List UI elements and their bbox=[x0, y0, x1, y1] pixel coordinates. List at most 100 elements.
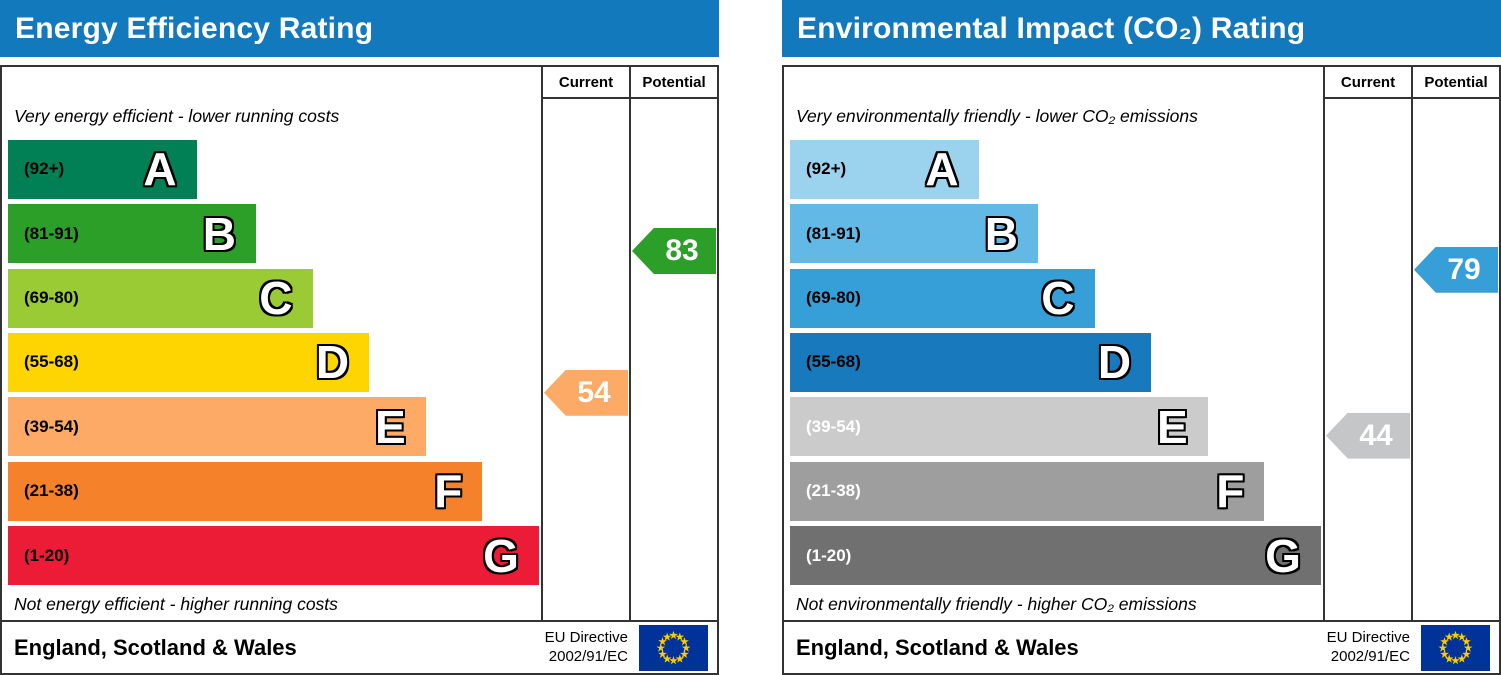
band-row-g: (1-20) G bbox=[784, 524, 1323, 588]
chart-table: Very environmentally friendly - lower CO… bbox=[782, 65, 1501, 675]
bands-column: Very environmentally friendly - lower CO… bbox=[784, 67, 1323, 620]
chart-title-text: Environmental Impact (CO₂) Rating bbox=[797, 11, 1306, 45]
band-letter: D bbox=[1097, 336, 1132, 389]
potential-arrow-zone: 79 bbox=[1413, 99, 1499, 620]
potential-value-arrow: 79 bbox=[1414, 246, 1498, 293]
band-bar-e: (39-54) E bbox=[8, 397, 426, 457]
band-range-label: (81-91) bbox=[806, 223, 861, 243]
band-bar-g: (1-20) G bbox=[790, 526, 1321, 586]
band-bar-c: (69-80) C bbox=[8, 268, 313, 328]
band-letter: D bbox=[315, 336, 350, 389]
footer-region: England, Scotland & Wales bbox=[14, 634, 297, 660]
bottom-note: Not environmentally friendly - higher CO… bbox=[796, 593, 1197, 614]
environmental-impact-chart: Environmental Impact (CO₂) Rating Very e… bbox=[782, 0, 1501, 675]
band-bar-d: (55-68) D bbox=[790, 332, 1152, 392]
current-column: Current 44 bbox=[1323, 67, 1411, 620]
chart-title-text: Energy Efficiency Rating bbox=[15, 11, 374, 45]
potential-column: Potential 79 bbox=[1411, 67, 1499, 620]
current-column-header: Current bbox=[1325, 67, 1411, 99]
top-note: Very energy efficient - lower running co… bbox=[14, 106, 340, 126]
band-letter: F bbox=[1216, 465, 1245, 518]
band-letter: C bbox=[259, 272, 293, 325]
band-range-label: (39-54) bbox=[806, 416, 861, 436]
current-arrow-zone: 54 bbox=[543, 99, 629, 620]
band-row-g: (1-20) G bbox=[2, 524, 541, 588]
band-row-b: (81-91) B bbox=[784, 201, 1323, 265]
energy-efficiency-chart: Energy Efficiency Rating Very energy eff… bbox=[0, 0, 719, 675]
chart-main-row: Very environmentally friendly - lower CO… bbox=[784, 67, 1499, 620]
band-range-label: (21-38) bbox=[24, 481, 79, 501]
band-letter: E bbox=[375, 400, 406, 453]
band-range-label: (55-68) bbox=[24, 352, 79, 372]
chart-table: Very energy efficient - lower running co… bbox=[0, 65, 719, 675]
band-bar-a: (92+) A bbox=[790, 139, 979, 199]
band-range-label: (81-91) bbox=[24, 223, 79, 243]
potential-column-header: Potential bbox=[631, 67, 717, 99]
band-bar-c: (69-80) C bbox=[790, 268, 1095, 328]
band-range-label: (39-54) bbox=[24, 416, 79, 436]
bottom-note: Not energy efficient - higher running co… bbox=[14, 593, 338, 614]
band-row-e: (39-54) E bbox=[784, 395, 1323, 459]
potential-value-arrow: 83 bbox=[632, 227, 716, 274]
eu-directive-line1: EU Directive bbox=[1326, 628, 1410, 646]
band-bar-b: (81-91) B bbox=[8, 204, 256, 264]
band-letter: A bbox=[143, 143, 177, 196]
band-bar-f: (21-38) F bbox=[8, 461, 483, 521]
band-bar-e: (39-54) E bbox=[790, 397, 1208, 457]
band-row-d: (55-68) D bbox=[784, 330, 1323, 394]
current-column-header: Current bbox=[543, 67, 629, 99]
band-row-a: (92+) A bbox=[784, 137, 1323, 201]
potential-column-header: Potential bbox=[1413, 67, 1499, 99]
eu-directive-text: EU Directive 2002/91/EC bbox=[545, 629, 628, 667]
chart-footer: England, Scotland & Wales EU Directive 2… bbox=[2, 620, 717, 673]
bands-column: Very energy efficient - lower running co… bbox=[2, 67, 541, 620]
eu-flag-icon bbox=[1418, 624, 1493, 671]
band-range-label: (1-20) bbox=[806, 545, 852, 565]
band-bar-a: (92+) A bbox=[8, 139, 197, 199]
band-row-a: (92+) A bbox=[2, 137, 541, 201]
chart-title-bar: Energy Efficiency Rating bbox=[0, 0, 719, 57]
band-letter: C bbox=[1041, 272, 1075, 325]
band-row-b: (81-91) B bbox=[2, 201, 541, 265]
eu-directive-line1: EU Directive bbox=[544, 628, 628, 646]
potential-column: Potential 83 bbox=[629, 67, 717, 620]
eu-directive-line2: 2002/91/EC bbox=[1330, 647, 1410, 665]
eu-directive-line2: 2002/91/EC bbox=[548, 647, 628, 665]
band-range-label: (69-80) bbox=[24, 288, 79, 308]
band-row-f: (21-38) F bbox=[784, 459, 1323, 523]
band-bar-f: (21-38) F bbox=[790, 461, 1265, 521]
band-bar-g: (1-20) G bbox=[8, 526, 539, 586]
band-row-f: (21-38) F bbox=[2, 459, 541, 523]
eu-directive-text: EU Directive 2002/91/EC bbox=[1327, 629, 1410, 667]
potential-arrow-zone: 83 bbox=[631, 99, 717, 620]
band-letter: F bbox=[434, 465, 463, 518]
band-range-label: (69-80) bbox=[806, 288, 861, 308]
band-row-c: (69-80) C bbox=[784, 266, 1323, 330]
band-row-d: (55-68) D bbox=[2, 330, 541, 394]
chart-main-row: Very energy efficient - lower running co… bbox=[2, 67, 717, 620]
band-letter: E bbox=[1157, 400, 1188, 453]
eu-flag-icon bbox=[636, 624, 711, 671]
band-letter: G bbox=[483, 529, 519, 582]
band-range-label: (92+) bbox=[24, 159, 65, 179]
band-range-label: (55-68) bbox=[806, 352, 861, 372]
bands: (92+) A (81-91) B (69-80) C (55-68) D (39-54) E (2… bbox=[2, 137, 541, 588]
footer-region: England, Scotland & Wales bbox=[796, 634, 1079, 660]
band-row-c: (69-80) C bbox=[2, 266, 541, 330]
chart-footer: England, Scotland & Wales EU Directive 2… bbox=[784, 620, 1499, 673]
band-letter: B bbox=[984, 207, 1018, 260]
bands: (92+) A (81-91) B (69-80) C (55-68) D (39-54) E (2… bbox=[784, 137, 1323, 588]
band-row-e: (39-54) E bbox=[2, 395, 541, 459]
band-bar-d: (55-68) D bbox=[8, 332, 370, 392]
band-letter: A bbox=[925, 143, 959, 196]
band-range-label: (92+) bbox=[806, 159, 847, 179]
band-range-label: (1-20) bbox=[24, 545, 70, 565]
chart-title-bar: Environmental Impact (CO₂) Rating bbox=[782, 0, 1501, 57]
current-arrow-zone: 44 bbox=[1325, 99, 1411, 620]
current-value-arrow: 54 bbox=[544, 369, 628, 416]
band-bar-b: (81-91) B bbox=[790, 204, 1038, 264]
band-letter: B bbox=[202, 207, 236, 260]
current-column: Current 54 bbox=[541, 67, 629, 620]
band-letter: G bbox=[1265, 529, 1301, 582]
